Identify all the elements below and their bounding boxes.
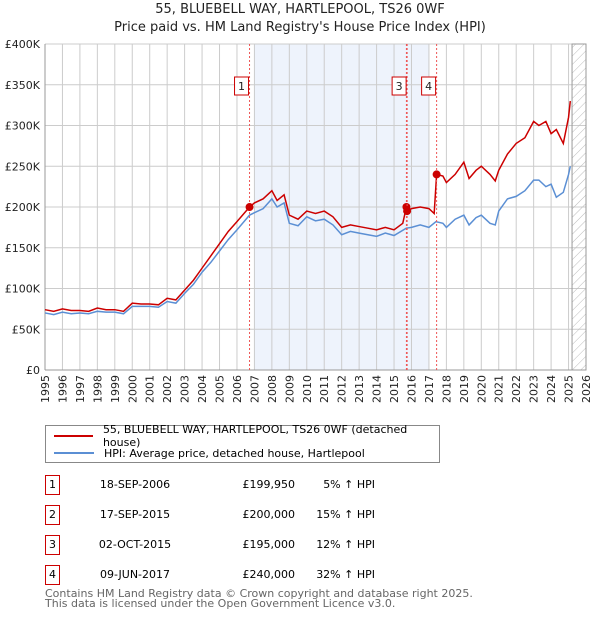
x-tick-label: 2019 xyxy=(458,375,471,403)
y-tick-label: £400K xyxy=(5,38,41,51)
sale-date: 09-JUN-2017 xyxy=(99,568,171,581)
sale-label: 3 xyxy=(396,80,403,93)
y-tick-label: £250K xyxy=(5,160,41,173)
x-tick-label: 2021 xyxy=(493,375,506,403)
sale-row: 4 09-JUN-2017 £240,000 32% ↑ HPI xyxy=(45,565,445,585)
y-tick-label: £0 xyxy=(26,364,40,377)
legend-label: HPI: Average price, detached house, Hart… xyxy=(104,446,365,460)
sale-number-badge: 1 xyxy=(45,475,60,495)
price-paid-line xyxy=(44,100,572,313)
y-tick-label: £200K xyxy=(5,201,41,214)
x-tick-label: 2001 xyxy=(144,375,157,403)
sale-hpi-change: 15% ↑ HPI xyxy=(316,508,375,521)
x-tick-label: 2012 xyxy=(336,375,349,403)
sale-price: £240,000 xyxy=(242,568,296,581)
x-tick-label: 2016 xyxy=(405,375,418,403)
x-tick-label: 2026 xyxy=(580,375,593,403)
x-tick-label: 2014 xyxy=(371,375,384,403)
sale-price: £199,950 xyxy=(242,478,296,491)
chart-subtitle: Price paid vs. HM Land Registry's House … xyxy=(114,20,486,35)
x-tick-label: 2003 xyxy=(179,375,192,403)
x-tick-label: 1998 xyxy=(91,375,104,403)
sale-number-badge: 4 xyxy=(45,565,60,585)
sale-number-badge: 2 xyxy=(45,505,60,525)
y-tick-label: £100K xyxy=(5,283,41,296)
sale-date: 18-SEP-2006 xyxy=(99,478,171,491)
sale-point xyxy=(403,207,412,216)
y-tick-label: £350K xyxy=(5,79,41,92)
x-tick-label: 1999 xyxy=(109,375,122,403)
forecast-hatch xyxy=(571,43,587,371)
y-tick-label: £300K xyxy=(5,120,41,133)
sale-point xyxy=(432,170,441,179)
sale-number-badge: 3 xyxy=(45,535,60,555)
sale-date: 02-OCT-2015 xyxy=(98,538,172,551)
x-tick-label: 1997 xyxy=(74,375,87,403)
legend-item-hpi: HPI: Average price, detached house, Hart… xyxy=(54,445,365,461)
sale-date: 17-SEP-2015 xyxy=(99,508,171,521)
y-tick-label: £50K xyxy=(12,323,41,336)
legend-item-property: 55, BLUEBELL WAY, HARTLEPOOL, TS26 0WF (… xyxy=(54,423,439,449)
footer: Contains HM Land Registry data © Crown c… xyxy=(45,587,473,610)
footer-line-2: This data is licensed under the Open Gov… xyxy=(45,597,396,610)
sale-label: 1 xyxy=(238,80,245,93)
x-tick-label: 2010 xyxy=(301,375,314,403)
x-tick-label: 2005 xyxy=(214,375,227,403)
x-tick-label: 2007 xyxy=(248,375,261,403)
x-tick-label: 1995 xyxy=(39,375,52,403)
x-tick-label: 2013 xyxy=(353,375,366,403)
legend-swatch-blue xyxy=(54,452,94,454)
sale-hpi-change: 12% ↑ HPI xyxy=(316,538,375,551)
sale-price: £195,000 xyxy=(242,538,296,551)
x-tick-label: 2009 xyxy=(283,375,296,403)
x-tick-label: 2025 xyxy=(563,375,576,403)
x-tick-label: 2004 xyxy=(196,375,209,403)
footer-line-1: Contains HM Land Registry data © Crown c… xyxy=(45,587,473,600)
x-tick-label: 2002 xyxy=(161,375,174,403)
x-tick-label: 2020 xyxy=(475,375,488,403)
x-tick-label: 2008 xyxy=(266,375,279,403)
sale-hpi-change: 32% ↑ HPI xyxy=(316,568,375,581)
sale-row: 1 18-SEP-2006 £199,950 5% ↑ HPI xyxy=(45,475,445,495)
x-tick-label: 2018 xyxy=(440,375,453,403)
x-tick-label: 2011 xyxy=(318,375,331,403)
sale-hpi-change: 5% ↑ HPI xyxy=(323,478,375,491)
y-tick-label: £150K xyxy=(5,242,41,255)
sale-point xyxy=(245,203,254,212)
x-tick-label: 2017 xyxy=(423,375,436,403)
sale-label-box xyxy=(234,76,250,96)
x-tick-label: 2023 xyxy=(528,375,541,403)
sale-label-box xyxy=(391,76,407,96)
x-tick-label: 2024 xyxy=(545,375,558,403)
x-tick-label: 2000 xyxy=(126,375,139,403)
legend: 55, BLUEBELL WAY, HARTLEPOOL, TS26 0WF (… xyxy=(45,423,440,463)
chart-title: 55, BLUEBELL WAY, HARTLEPOOL, TS26 0WF xyxy=(155,2,445,17)
sale-price: £200,000 xyxy=(242,508,296,521)
legend-label: 55, BLUEBELL WAY, HARTLEPOOL, TS26 0WF (… xyxy=(102,423,408,449)
sale-row: 2 17-SEP-2015 £200,000 15% ↑ HPI xyxy=(45,505,445,525)
sale-row: 3 02-OCT-2015 £195,000 12% ↑ HPI xyxy=(45,535,445,555)
x-tick-label: 2006 xyxy=(231,375,244,403)
hpi-line xyxy=(44,166,572,316)
x-tick-label: 1996 xyxy=(56,375,69,403)
price-chart: 1995 1996 1997 1998 1999 2000 2001 2002 2003 2004… xyxy=(5,38,593,403)
x-tick-label: 2022 xyxy=(510,375,523,403)
sale-label-box xyxy=(421,76,437,96)
legend-swatch-red xyxy=(54,435,93,437)
x-tick-label: 2015 xyxy=(388,375,401,403)
sale-label: 4 xyxy=(425,80,432,93)
